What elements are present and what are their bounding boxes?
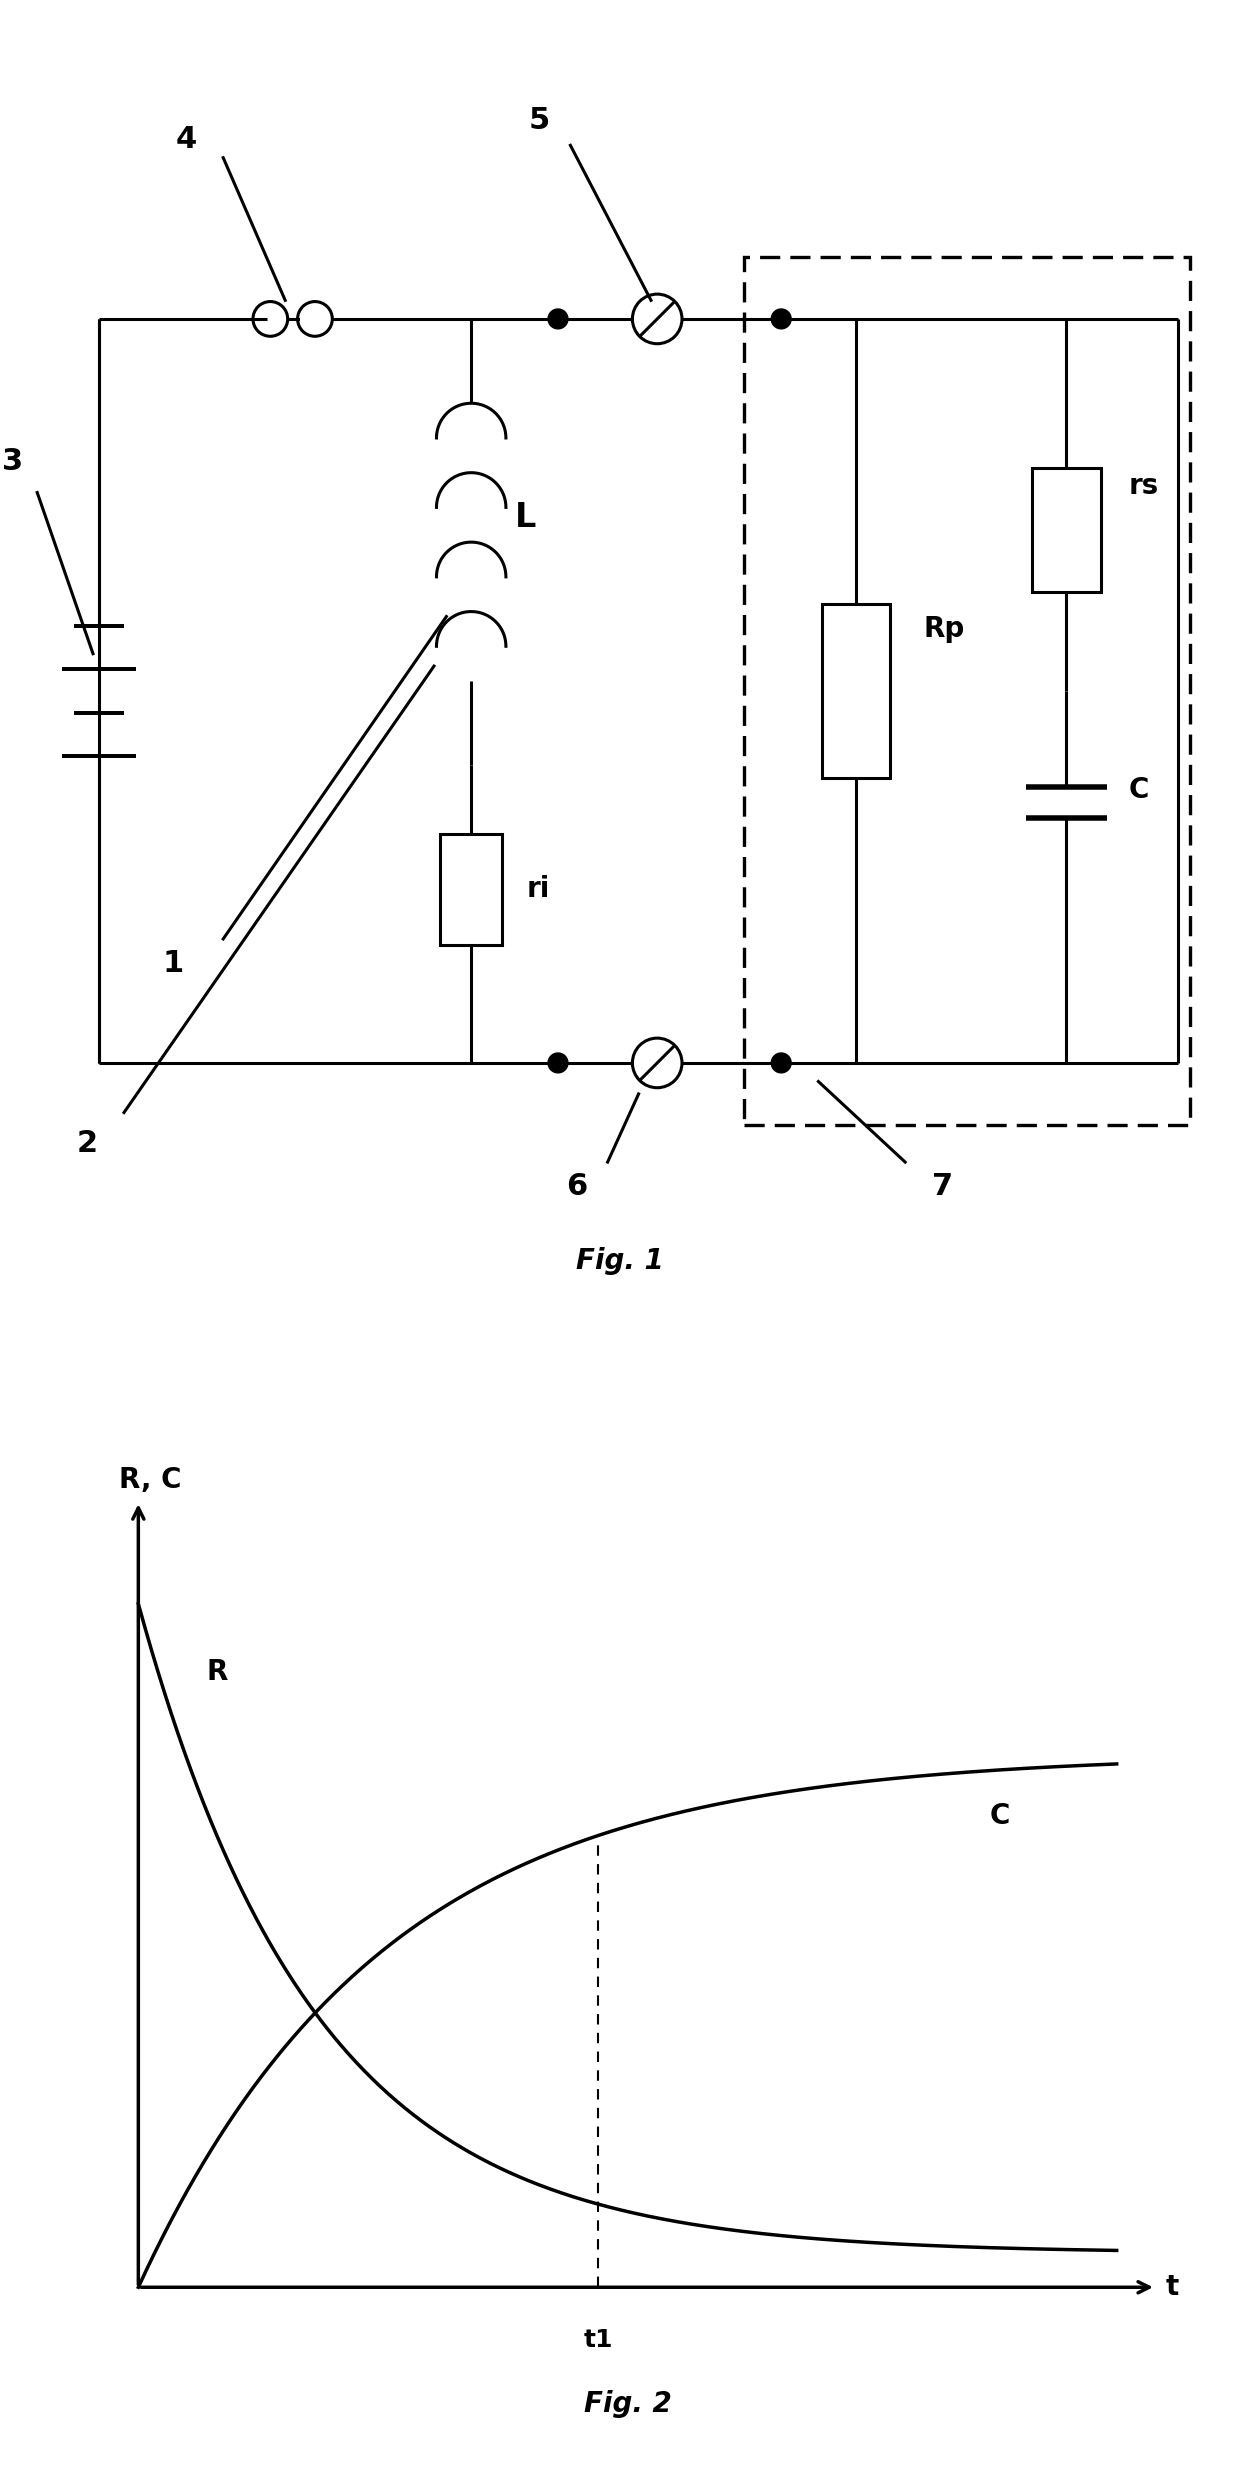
Text: Fig. 2: Fig. 2 xyxy=(584,2389,671,2419)
Circle shape xyxy=(771,1054,791,1074)
Text: C: C xyxy=(1128,775,1148,805)
Text: 7: 7 xyxy=(931,1172,954,1202)
Bar xyxy=(1032,469,1101,592)
Text: R: R xyxy=(207,1658,228,1686)
Text: R, C: R, C xyxy=(119,1466,181,1496)
Text: 3: 3 xyxy=(1,447,24,476)
Text: 4: 4 xyxy=(175,123,197,153)
Text: t: t xyxy=(1166,2273,1179,2300)
Bar xyxy=(440,834,502,945)
Text: rs: rs xyxy=(1128,471,1158,501)
Text: ri: ri xyxy=(527,876,551,903)
Bar xyxy=(821,605,890,777)
Text: t1: t1 xyxy=(583,2327,613,2352)
Text: 1: 1 xyxy=(162,950,185,977)
Circle shape xyxy=(548,1054,568,1074)
Text: 6: 6 xyxy=(565,1172,588,1202)
Text: 2: 2 xyxy=(76,1128,98,1157)
Circle shape xyxy=(771,308,791,328)
Circle shape xyxy=(548,308,568,328)
Text: Rp: Rp xyxy=(924,615,965,644)
Text: Fig. 1: Fig. 1 xyxy=(577,1246,663,1276)
Text: 5: 5 xyxy=(528,106,551,136)
Text: C: C xyxy=(990,1802,1009,1829)
Text: L: L xyxy=(515,501,536,533)
